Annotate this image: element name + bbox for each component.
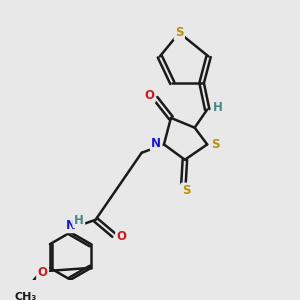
Text: N: N bbox=[65, 219, 76, 232]
Text: N: N bbox=[151, 136, 161, 149]
Text: H: H bbox=[213, 101, 223, 114]
Text: S: S bbox=[175, 26, 184, 39]
Text: O: O bbox=[38, 266, 48, 279]
Text: S: S bbox=[211, 138, 219, 151]
Text: CH₃: CH₃ bbox=[15, 292, 37, 300]
Text: O: O bbox=[144, 88, 154, 101]
Text: H: H bbox=[74, 214, 84, 227]
Text: S: S bbox=[182, 184, 190, 197]
Text: O: O bbox=[116, 230, 127, 243]
